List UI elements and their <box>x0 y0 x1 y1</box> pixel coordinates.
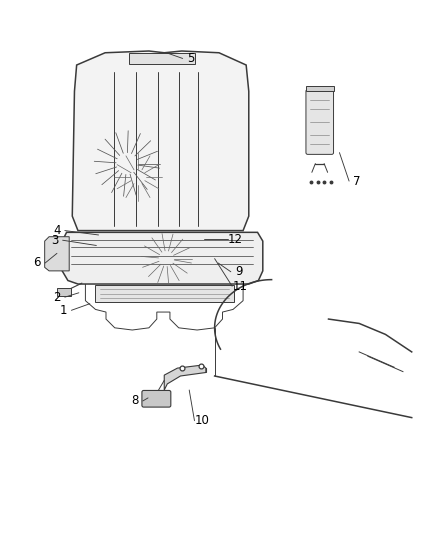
FancyBboxPatch shape <box>142 391 171 407</box>
PathPatch shape <box>164 365 206 390</box>
Text: 6: 6 <box>33 256 41 270</box>
Text: 10: 10 <box>195 414 210 427</box>
Bar <box>57 288 71 296</box>
Text: 4: 4 <box>53 224 61 237</box>
FancyBboxPatch shape <box>306 90 334 155</box>
PathPatch shape <box>72 51 249 231</box>
Text: 7: 7 <box>353 175 361 188</box>
PathPatch shape <box>95 285 234 302</box>
Text: 2: 2 <box>53 290 61 304</box>
PathPatch shape <box>45 237 69 271</box>
Bar <box>305 86 334 91</box>
Text: 1: 1 <box>60 304 67 317</box>
Text: 3: 3 <box>51 233 58 247</box>
Text: 8: 8 <box>131 394 138 407</box>
Text: 5: 5 <box>187 52 194 65</box>
Text: 11: 11 <box>233 280 247 293</box>
Text: 12: 12 <box>228 233 243 246</box>
PathPatch shape <box>129 53 195 64</box>
PathPatch shape <box>62 232 263 284</box>
Text: 9: 9 <box>235 265 243 278</box>
